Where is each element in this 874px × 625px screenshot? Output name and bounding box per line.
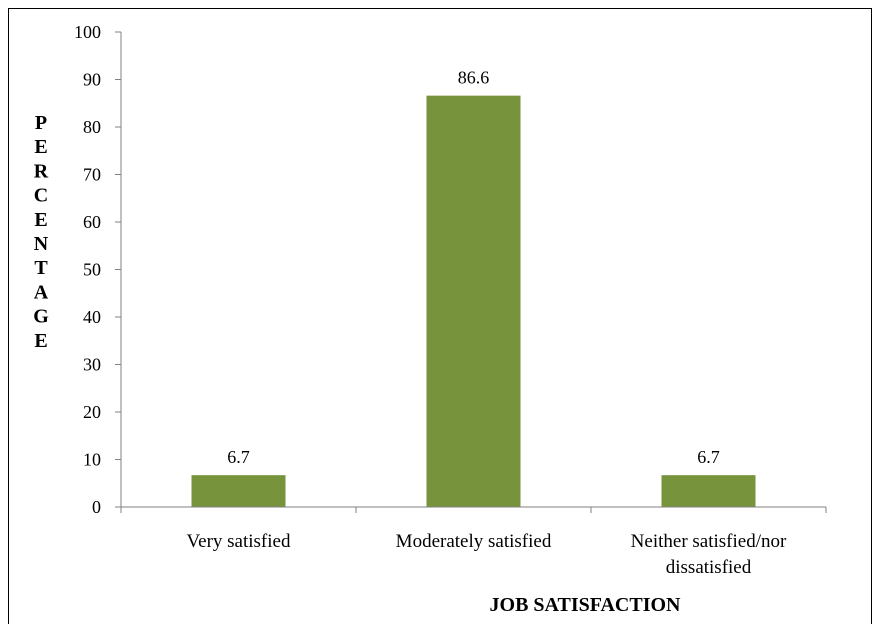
y-axis-title-letter: P: [35, 112, 47, 134]
y-tick-label: 30: [83, 355, 101, 375]
y-tick-label: 40: [83, 307, 101, 327]
y-axis-title-letter: R: [34, 160, 49, 182]
y-axis-title-letter: G: [33, 306, 49, 328]
data-label: 86.6: [458, 68, 490, 88]
y-axis-title-letter: A: [34, 281, 49, 303]
x-category-label: Very satisfied: [187, 531, 291, 552]
y-axis-title-letter: T: [34, 257, 48, 279]
x-category-label: Neither satisfied/nor dissatisfied: [631, 531, 787, 578]
y-tick-label: 70: [83, 165, 101, 185]
y-tick-label: 60: [83, 212, 101, 232]
data-label: 6.7: [227, 447, 250, 467]
data-label: 6.7: [697, 447, 720, 467]
y-axis-title-letter: C: [34, 185, 48, 207]
x-axis-title: JOB SATISFACTION: [490, 594, 682, 616]
bars: 6.7 86.6 6.7: [191, 68, 756, 508]
y-axis-title-letter: E: [34, 330, 47, 352]
x-category-label: Moderately satisfied: [396, 531, 552, 552]
y-axis-title-letter: N: [34, 233, 49, 255]
bar: [426, 95, 521, 508]
y-tick-label: 10: [83, 450, 101, 470]
y-tick-label: 20: [83, 402, 101, 422]
bar: [191, 475, 286, 507]
bar: [661, 475, 756, 507]
y-tick-label: 100: [74, 22, 101, 42]
y-tick-label: 80: [83, 117, 101, 137]
x-axis-categories: Very satisfied Moderately satisfied Neithe…: [120, 507, 827, 578]
y-axis-title-letter: E: [34, 136, 47, 158]
y-axis-ticks: 0 10 20 30 40 50 60 70 80 90 100: [74, 22, 121, 517]
y-tick-label: 0: [92, 497, 101, 517]
y-tick-label: 50: [83, 260, 101, 280]
y-axis-title-letter: E: [34, 209, 47, 231]
y-tick-label: 90: [83, 70, 101, 90]
